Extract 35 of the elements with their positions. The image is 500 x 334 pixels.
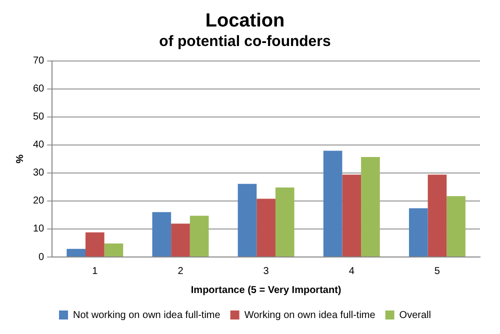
y-tick-label: 50 — [33, 112, 45, 123]
legend-label: Not working on own idea full-time — [73, 310, 221, 321]
y-tick-label: 40 — [33, 140, 45, 151]
y-tick-label: 0 — [38, 252, 45, 263]
legend-label: Working on own idea full-time — [244, 310, 376, 321]
legend-label: Overall — [399, 310, 431, 321]
x-tick-label: 4 — [348, 266, 355, 277]
bar — [86, 232, 104, 256]
bar — [256, 198, 276, 256]
bar — [238, 184, 257, 256]
bar — [446, 196, 466, 256]
x-tick-label: 1 — [92, 266, 98, 277]
bar — [171, 224, 190, 256]
bar — [323, 150, 342, 256]
y-tick-label: 20 — [33, 196, 45, 207]
x-tick-label: 5 — [434, 266, 440, 277]
bar — [152, 212, 172, 256]
bar — [408, 208, 428, 256]
x-tick-label: 3 — [263, 266, 270, 277]
y-axis-title: % — [14, 154, 26, 164]
bar — [342, 174, 362, 256]
chart-title: Location — [205, 10, 285, 32]
y-tick-label: 70 — [33, 56, 45, 67]
bar — [104, 244, 124, 256]
x-axis-title: Importance (5 = Very Important) — [190, 284, 342, 296]
y-tick-label: 30 — [33, 168, 45, 179]
bar — [428, 174, 447, 256]
x-tick-label: 2 — [178, 266, 184, 277]
bar — [275, 187, 294, 256]
chart-subtitle: of potential co-founders — [159, 32, 331, 50]
bar — [361, 156, 380, 256]
y-tick-label: 10 — [33, 224, 45, 235]
y-tick-label: 60 — [33, 84, 45, 95]
bar — [66, 248, 86, 256]
bar — [190, 216, 209, 256]
